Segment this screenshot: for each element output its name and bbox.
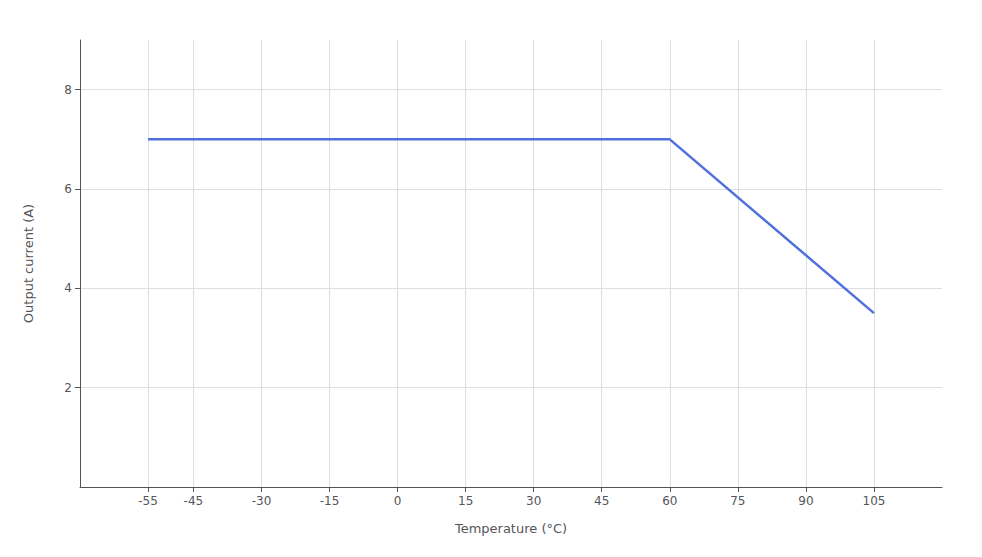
svg-text:Output current (A): Output current (A)	[21, 204, 36, 323]
svg-text:-30: -30	[252, 494, 272, 508]
svg-text:105: 105	[862, 494, 885, 508]
svg-text:8: 8	[64, 83, 72, 97]
svg-text:45: 45	[594, 494, 609, 508]
svg-text:75: 75	[730, 494, 745, 508]
svg-text:6: 6	[64, 182, 72, 196]
svg-text:-45: -45	[184, 494, 204, 508]
svg-text:4: 4	[64, 281, 72, 295]
svg-text:30: 30	[526, 494, 541, 508]
svg-text:-15: -15	[320, 494, 340, 508]
svg-text:0: 0	[394, 494, 402, 508]
svg-text:90: 90	[798, 494, 813, 508]
svg-text:60: 60	[662, 494, 677, 508]
svg-text:-55: -55	[138, 494, 158, 508]
svg-text:15: 15	[458, 494, 473, 508]
svg-text:Temperature (°C): Temperature (°C)	[454, 521, 567, 536]
svg-text:2: 2	[64, 381, 72, 395]
